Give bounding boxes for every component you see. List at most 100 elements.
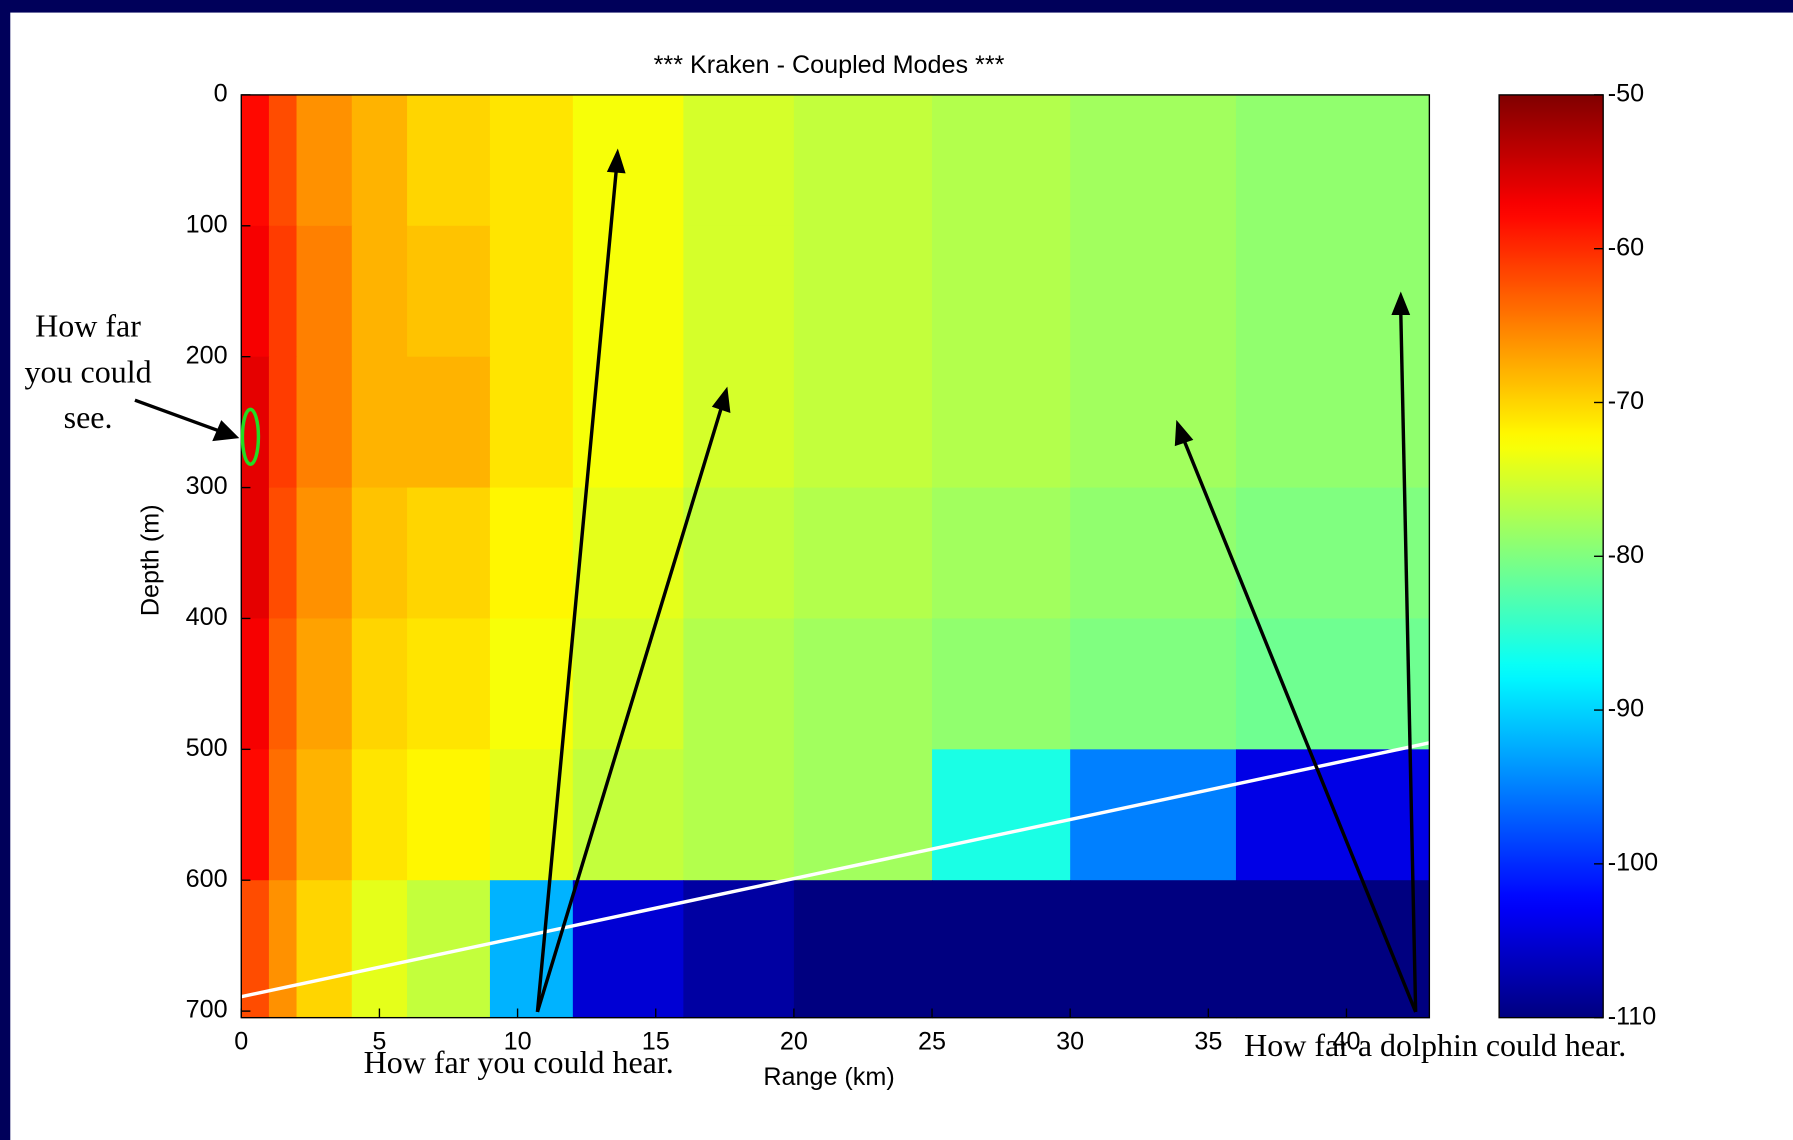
y-tick-label: 400 [186,603,228,631]
heat-cell [572,618,684,750]
heat-cell [1235,618,1430,750]
heat-cell [932,487,1071,620]
heat-cell [268,225,298,358]
x-tick-label: 40 [1332,1027,1360,1055]
heat-cell [793,356,933,489]
heat-cell [351,356,408,489]
heat-cell [351,749,408,881]
colorbar-tick-label: -110 [1608,1002,1656,1030]
y-axis-label: Depth (m) [137,504,165,616]
x-tick-label: 10 [504,1027,532,1055]
annotation: How far a dolphin could hear. [1244,1027,1626,1063]
heat-cell [572,94,684,227]
chart-title: *** Kraken - Coupled Modes *** [654,51,1005,79]
x-tick-label: 15 [642,1027,670,1055]
heat-cell [683,749,795,881]
heat-cell [572,749,684,881]
heat-cell [351,880,408,1019]
plot-frame [240,94,1431,1019]
heat-cell [407,880,491,1019]
x-axis-label: Range (km) [763,1063,894,1091]
annotations: How far you could see. How far you could he… [25,308,1627,1080]
heat-cell [932,749,1071,881]
heat-cell [683,880,795,1019]
x-tick-label: 25 [918,1027,946,1055]
arrow [1181,438,1418,1013]
heat-cell [351,225,408,358]
arrow-head [606,148,626,174]
heat-cell [1070,356,1237,489]
x-tick-label: 35 [1194,1027,1222,1055]
heat-cell [351,618,408,750]
heat-cell [1235,487,1430,620]
heat-cell [572,487,684,620]
heat-cell [407,356,491,489]
heat-cell [351,94,408,227]
heat-cell [241,356,270,489]
heat-cell [407,749,491,881]
heat-cell [793,94,933,227]
heat-cell [1070,487,1237,620]
y-tick-label: 300 [186,472,228,500]
heat-cell [296,356,353,489]
x-tick-label: 0 [234,1027,248,1055]
heat-cell [268,880,298,1019]
colorbar-tick-label: -50 [1608,80,1644,108]
colorbar-tick-label: -70 [1608,387,1644,415]
y-tick-label: 200 [186,341,228,369]
heat-cell [489,487,574,620]
heat-cell [489,356,574,489]
heat-cell [1235,225,1430,358]
heat-cell [1235,880,1430,1019]
heat-cell [351,487,408,620]
heat-cell [489,225,574,358]
heat-cell [268,749,298,881]
y-tick-label: 700 [186,996,228,1024]
heat-cell [1235,356,1430,489]
heat-cell [572,880,684,1019]
arrow [535,169,619,1013]
heat-cell [1235,94,1430,227]
heat-cell [932,94,1071,227]
arrow-head [1174,419,1194,447]
heat-cell [793,749,933,881]
heat-cell [241,749,270,881]
heat-cell [932,356,1071,489]
heat-cell [1070,618,1237,750]
arrow [134,398,221,433]
heat-cell [683,94,795,227]
heat-cell [793,880,933,1019]
heat-cell [1070,880,1237,1019]
heat-cell [793,618,933,750]
x-tick-label: 20 [780,1027,808,1055]
heat-cell [407,487,491,620]
x-tick-label: 30 [1056,1027,1084,1055]
heat-cell [489,94,574,227]
colorbar-tick-label: -100 [1608,849,1658,877]
heat-cell [296,487,353,620]
heat-cell [407,618,491,750]
colorbar-scale [1498,94,1604,1019]
annotation: How far you could hear. [364,1044,674,1080]
arrow-head [1391,291,1411,316]
heat-cell [268,356,298,489]
y-tick-label: 600 [186,865,228,893]
heat-cell [572,225,684,358]
arrow-head [711,386,731,413]
x-tick-label: 5 [372,1027,386,1055]
heat-cell [241,487,270,620]
marker-ellipse [240,407,261,466]
heat-cell [296,94,353,227]
annotation: see. [64,399,113,435]
colorbar: -50 -60 -70 -80 -90 -100 -110 [1498,80,1658,1030]
heat-cell [489,618,574,750]
annotation: How far [35,308,141,344]
arrow [1399,312,1418,1012]
heat-cell [407,94,491,227]
heat-cell [296,618,353,750]
heat-cell [683,487,795,620]
arrow-head [212,420,240,442]
